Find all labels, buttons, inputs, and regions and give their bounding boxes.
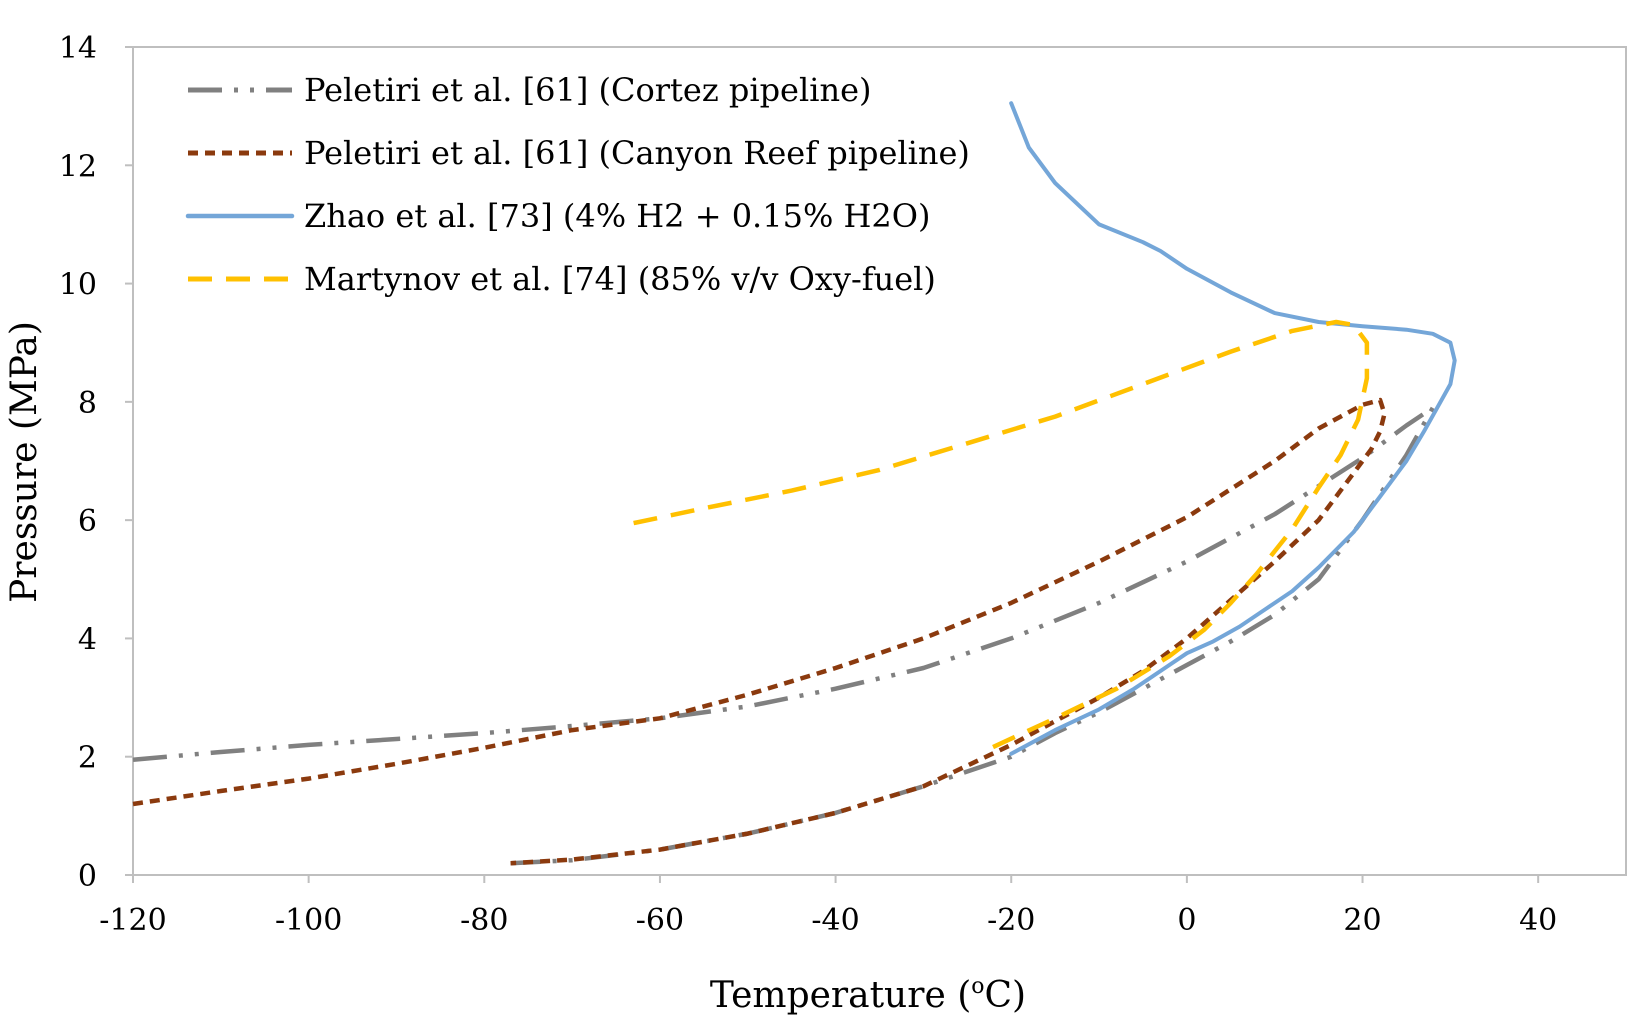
- x-tick-label: -80: [460, 903, 508, 938]
- y-tick-label: 6: [78, 504, 97, 539]
- y-tick-label: 0: [78, 859, 97, 894]
- legend-label: Zhao et al. [73] (4% H2 + 0.15% H2O): [304, 197, 931, 235]
- x-axis-ticks: -120 -100 -80 -60 -40 -20 0 20 40: [99, 875, 1557, 938]
- x-tick-label: 0: [1177, 903, 1196, 938]
- x-tick-label: -40: [811, 903, 859, 938]
- series-layer: [132, 101, 1457, 866]
- plot-area-frame: [132, 46, 1627, 876]
- y-tick-label: 12: [59, 149, 97, 184]
- legend-label: Peletiri et al. [61] (Canyon Reef pipeli…: [304, 134, 970, 172]
- y-tick-label: 2: [78, 741, 97, 776]
- x-axis-title: Temperature (oC): [710, 974, 1026, 1016]
- y-tick-label: 4: [78, 622, 97, 657]
- x-tick-label: 20: [1343, 903, 1381, 938]
- y-tick-label: 14: [59, 31, 97, 66]
- y-axis-ticks: 0 2 4 6 8 10 12 14: [59, 31, 133, 894]
- y-tick-label: 10: [59, 268, 97, 303]
- x-axis-title-tail: C): [985, 975, 1027, 1016]
- x-tick-label: -20: [987, 903, 1035, 938]
- series-line-peletiri-et-al-61-canyon-reef-pipeline: [132, 397, 1387, 866]
- y-tick-label: 8: [78, 386, 97, 421]
- x-tick-label: -60: [636, 903, 684, 938]
- legend-label: Peletiri et al. [61] (Cortez pipeline): [304, 71, 871, 109]
- series-line-zhao-et-al-73-4-h2-0-15-h2o: [1009, 101, 1457, 756]
- legend: Peletiri et al. [61] (Cortez pipeline) Pe…: [185, 71, 970, 298]
- legend-label: Martynov et al. [74] (85% v/v Oxy-fuel): [304, 260, 936, 298]
- x-tick-label: -120: [99, 903, 166, 938]
- series-line-peletiri-et-al-61-cortez-pipeline: [132, 405, 1436, 866]
- series-line-martynov-et-al-74-85-v-v-oxy-fuel: [633, 319, 1370, 753]
- x-axis-title-superscript: o: [971, 974, 984, 999]
- y-axis-title: Pressure (MPa): [4, 321, 45, 603]
- x-tick-label: -100: [275, 903, 342, 938]
- x-tick-label: 40: [1519, 903, 1557, 938]
